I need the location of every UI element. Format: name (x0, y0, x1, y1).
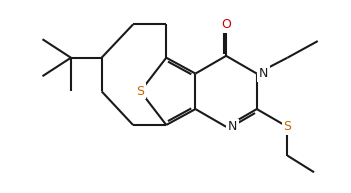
Text: S: S (284, 120, 291, 133)
Text: N: N (228, 120, 237, 133)
Text: S: S (137, 85, 144, 98)
Text: O: O (221, 18, 231, 31)
Text: N: N (259, 67, 268, 80)
